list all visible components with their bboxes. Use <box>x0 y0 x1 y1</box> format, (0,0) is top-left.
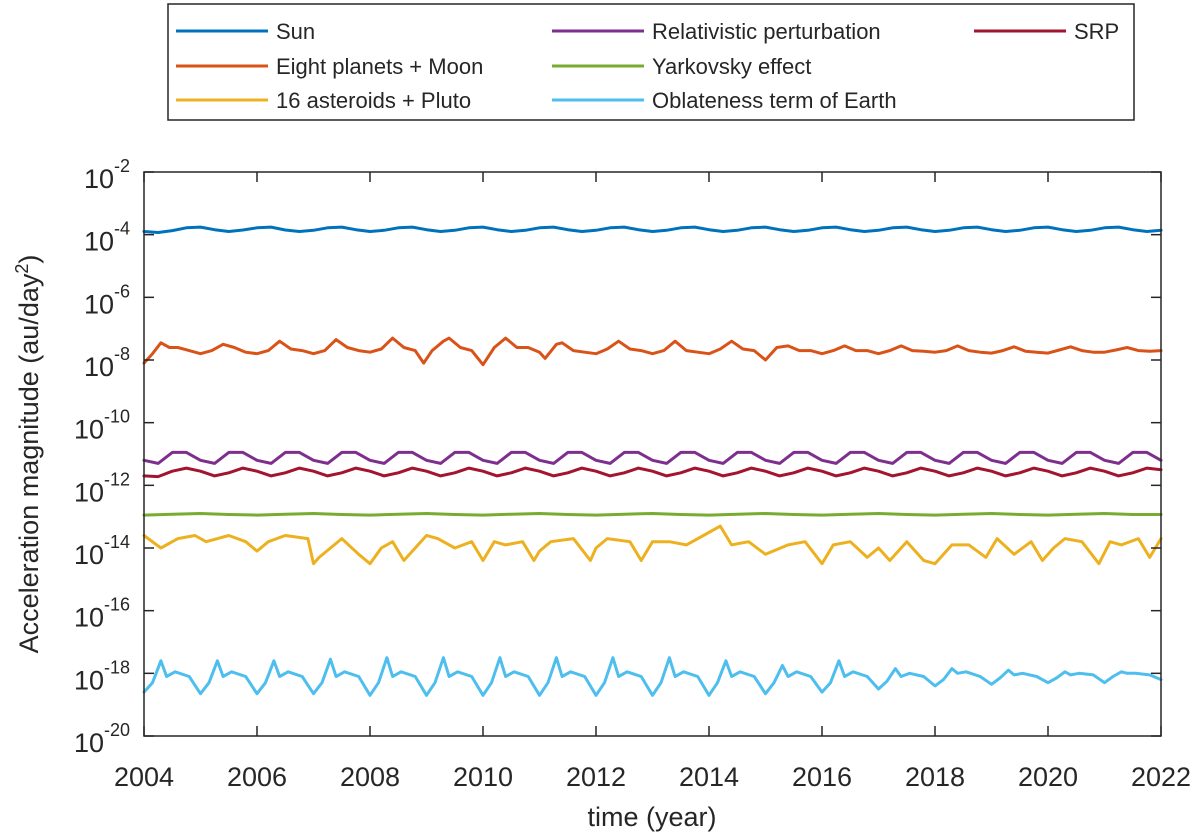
y-tick-base: 10 <box>74 540 104 570</box>
plot-area <box>144 172 1161 736</box>
axes-frame <box>143 171 1162 737</box>
y-axis-title-exponent: 2 <box>12 264 32 274</box>
legend-label: SRP <box>1074 19 1119 44</box>
y-tick-exponent: -10 <box>104 407 130 427</box>
y-tick-label: 10-12 <box>74 469 130 507</box>
y-tick-base: 10 <box>74 415 104 445</box>
x-tick-label: 2004 <box>114 762 174 792</box>
y-tick-base: 10 <box>84 164 114 194</box>
y-tick-base: 10 <box>84 289 114 319</box>
legend-entry-oblateness-term-of-earth: Oblateness term of Earth <box>552 88 897 113</box>
y-tick-exponent: -18 <box>104 657 130 677</box>
x-tick-label: 2022 <box>1131 762 1191 792</box>
y-tick-label: 10-4 <box>84 219 130 257</box>
legend-entry-yarkovsky-effect: Yarkovsky effect <box>552 54 811 79</box>
legend-label: Relativistic perturbation <box>652 19 881 44</box>
legend-label: 16 asteroids + Pluto <box>276 88 471 113</box>
series-line-sun <box>142 225 1163 234</box>
y-tick-label: 10-20 <box>74 720 130 758</box>
y-tick-label: 10-16 <box>74 595 130 633</box>
y-tick-base: 10 <box>74 477 104 507</box>
y-tick-label: 10-6 <box>84 281 130 319</box>
y-tick-label: 10-2 <box>84 156 130 194</box>
y-tick-label: 10-8 <box>84 344 130 382</box>
y-axis-title-suffix: ) <box>14 255 44 264</box>
y-tick-exponent: -6 <box>114 281 130 301</box>
y-tick-exponent: -4 <box>114 219 130 239</box>
x-tick-label: 2010 <box>453 762 513 792</box>
y-tick-exponent: -2 <box>114 156 130 176</box>
legend-entry-relativistic-perturbation: Relativistic perturbation <box>552 19 881 44</box>
legend-entries: Sun Eight planets + Moon 16 asteroids + Pl… <box>176 19 1119 113</box>
series-line-yarkovsky-effect <box>142 512 1163 517</box>
y-tick-base: 10 <box>84 352 114 382</box>
x-tick-label: 2018 <box>905 762 965 792</box>
y-tick-exponent: -20 <box>104 720 130 740</box>
y-axis-title-main: Acceleration magnitude (au/day <box>14 273 44 653</box>
legend-label: Eight planets + Moon <box>276 54 483 79</box>
legend-label: Yarkovsky effect <box>652 54 811 79</box>
legend-label: Oblateness term of Earth <box>652 88 897 113</box>
x-tick-label: 2012 <box>566 762 626 792</box>
x-axis-title: time (year) <box>587 802 716 832</box>
y-tick-base: 10 <box>74 603 104 633</box>
y-tick-exponent: -8 <box>114 344 130 364</box>
legend-box <box>167 3 1135 121</box>
y-tick-exponent: -14 <box>104 532 130 552</box>
y-tick-base: 10 <box>84 227 114 257</box>
y-tick-base: 10 <box>74 665 104 695</box>
legend-entry-srp: SRP <box>974 19 1119 44</box>
series-line-oblateness-term-of-earth <box>142 656 1163 697</box>
series-line-eight-planets-moon <box>142 336 1163 367</box>
legend-entry-eight-planets-moon: Eight planets + Moon <box>176 54 483 79</box>
x-tick-label: 2020 <box>1018 762 1078 792</box>
series-line-relativistic-perturbation <box>142 450 1163 465</box>
x-axis-ticks: 2004 2006 2008 2010 2012 2014 2016 2018 2020 2022 <box>114 172 1191 792</box>
y-tick-label: 10-18 <box>74 657 130 695</box>
y-tick-base: 10 <box>74 728 104 758</box>
x-tick-label: 2016 <box>792 762 852 792</box>
y-tick-label: 10-10 <box>74 407 130 445</box>
x-tick-label: 2008 <box>340 762 400 792</box>
x-tick-label: 2006 <box>227 762 287 792</box>
x-tick-label: 2014 <box>679 762 739 792</box>
y-axis-ticks: 10-210-410-610-810-1010-1210-1410-1610-1… <box>74 156 1161 758</box>
legend-entry-sun: Sun <box>176 19 315 44</box>
series-line-srp <box>142 466 1163 479</box>
y-axis-title: Acceleration magnitude (au/day2) <box>12 255 44 654</box>
series-layer <box>142 225 1163 697</box>
y-tick-exponent: -12 <box>104 469 130 489</box>
y-tick-label: 10-14 <box>74 532 130 570</box>
y-tick-exponent: -16 <box>104 595 130 615</box>
legend-label: Sun <box>276 19 315 44</box>
series-line-16-asteroids-pluto <box>142 524 1163 566</box>
legend-entry-16-asteroids-pluto: 16 asteroids + Pluto <box>176 88 471 113</box>
legend: Sun Eight planets + Moon 16 asteroids + Pl… <box>167 3 1135 121</box>
